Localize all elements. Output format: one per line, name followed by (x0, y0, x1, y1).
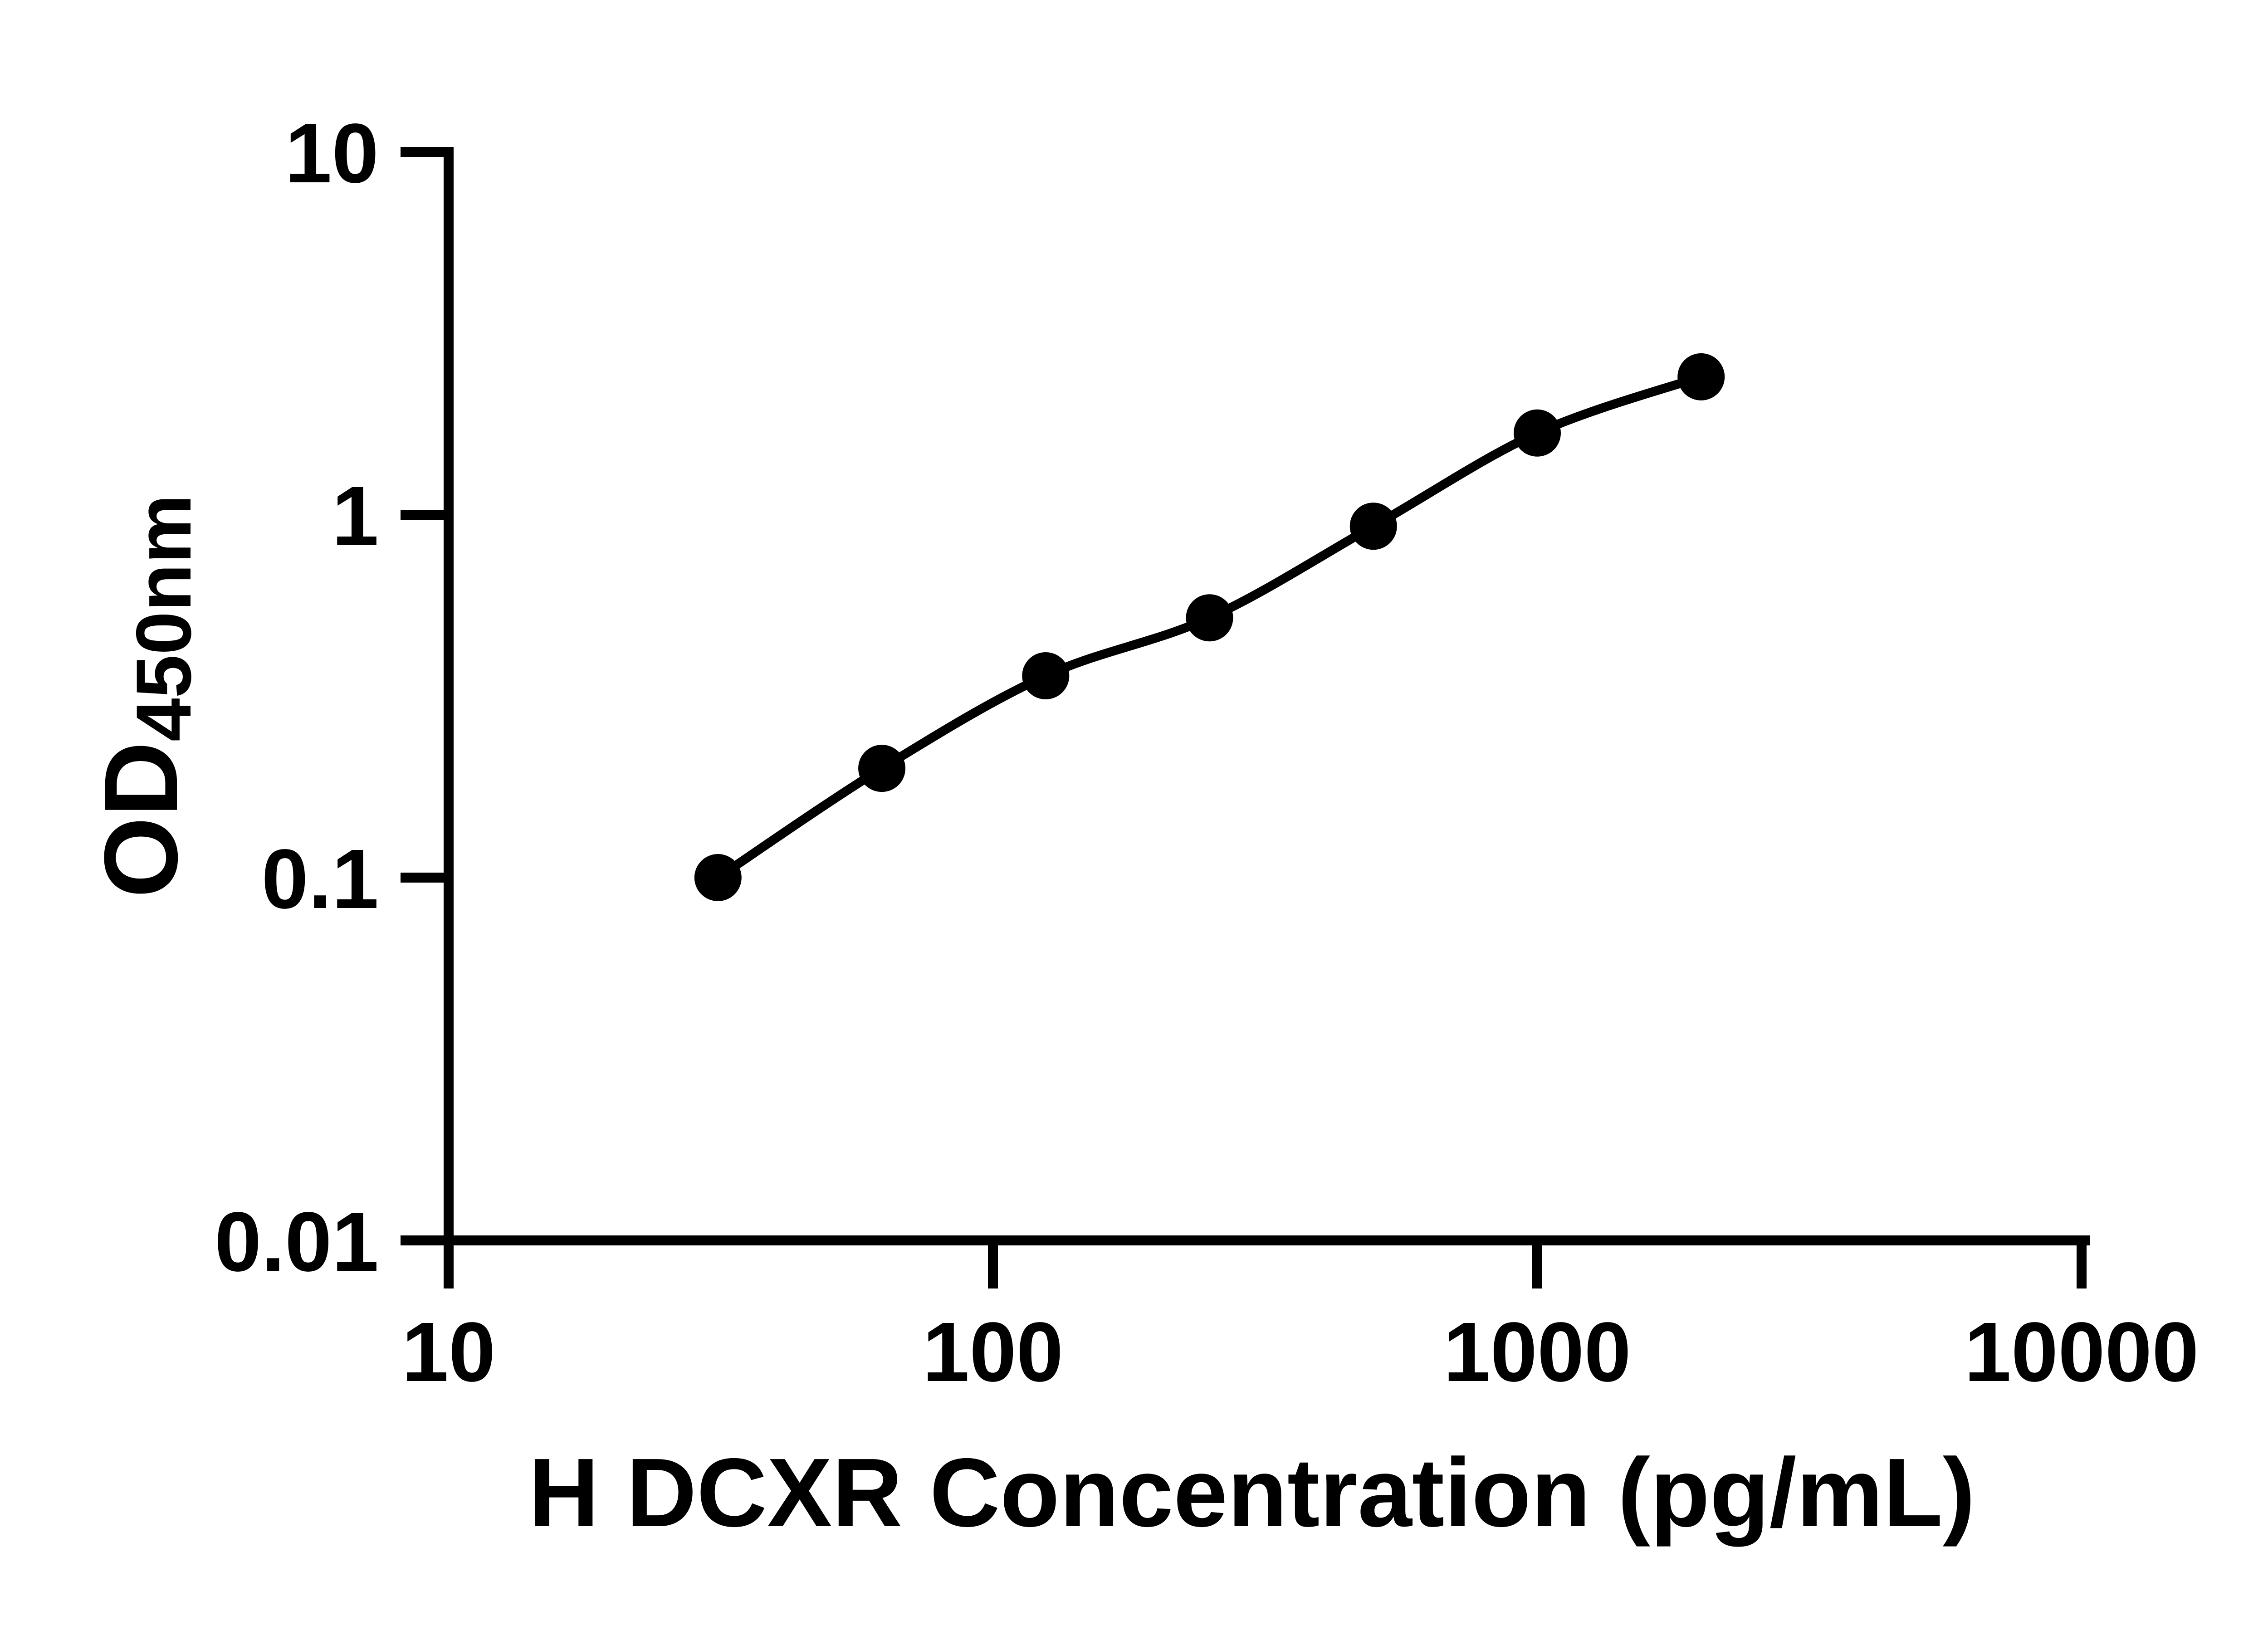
x-axis-tick-labels: 10 100 1000 10000 (402, 1305, 2199, 1399)
y-axis-title-subscript: 450nm (120, 494, 207, 742)
y-tick-label: 0.01 (215, 1195, 379, 1289)
data-point (1349, 503, 1397, 550)
data-point (858, 745, 906, 792)
x-axis-ticks (444, 1245, 2087, 1288)
y-axis-title: OD450nm (83, 494, 207, 898)
y-tick-label: 1 (332, 469, 379, 563)
y-axis-ticks (401, 147, 444, 1245)
x-tick-label: 10 (402, 1305, 496, 1399)
data-point (1677, 353, 1725, 400)
y-tick-label: 10 (285, 107, 379, 200)
data-point (1514, 409, 1561, 457)
data-point (1186, 594, 1233, 642)
x-tick-label: 1000 (1443, 1305, 1631, 1399)
data-point (694, 854, 742, 901)
y-tick-label: 0.1 (261, 832, 379, 926)
x-tick-label: 100 (923, 1305, 1063, 1399)
axes (444, 147, 2090, 1245)
y-axis-title-main: OD (83, 742, 199, 898)
data-point (1022, 652, 1070, 699)
data-series (694, 353, 1725, 901)
y-axis-tick-labels: 10 1 0.1 0.01 (215, 107, 379, 1289)
x-tick-label: 10000 (1964, 1305, 2199, 1399)
x-axis-title: H DCXR Concentration (pg/mL) (529, 1438, 1975, 1547)
